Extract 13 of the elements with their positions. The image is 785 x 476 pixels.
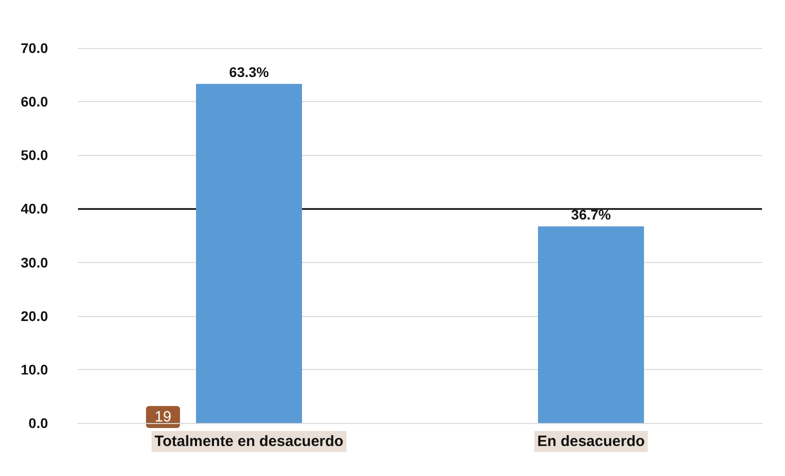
annotation: 19 [154,408,172,426]
y-tick-label: 10.0 [20,361,48,378]
y-tick-label: 60.0 [20,94,48,110]
y-tick-label: 30.0 [20,254,48,270]
y-tick-label: 40.0 [20,200,48,217]
data-label: 63.3% [229,64,270,80]
x-tick-label: Totalmente en desacuerdo [154,433,344,450]
y-tick-label: 0.0 [28,415,48,431]
y-tick-label: 20.0 [20,308,48,324]
x-tick-label: En desacuerdo [537,433,645,450]
y-tick-label: 70.0 [20,40,48,56]
data-label: 36.7% [571,206,612,222]
y-tick-label: 50.0 [20,147,48,164]
